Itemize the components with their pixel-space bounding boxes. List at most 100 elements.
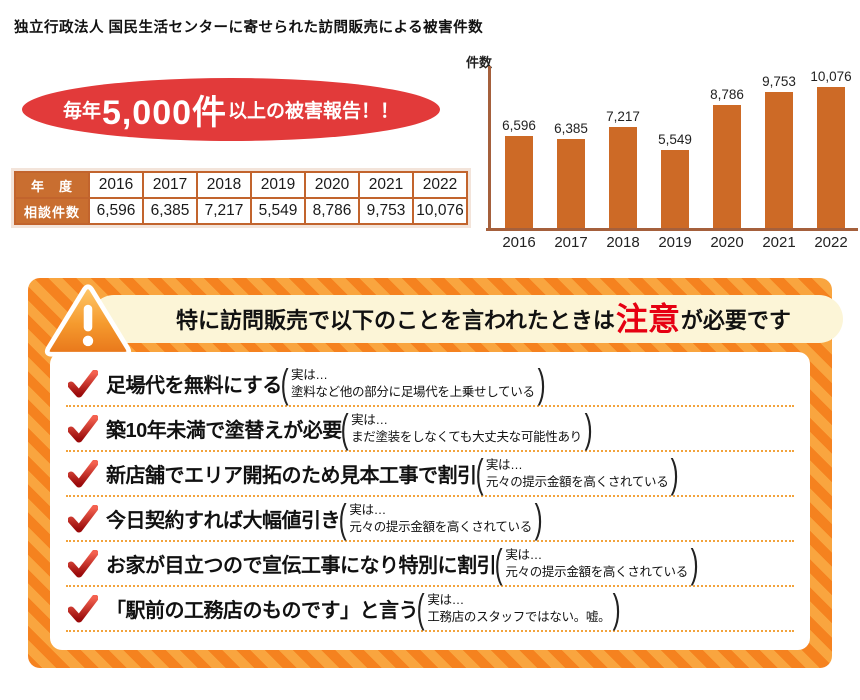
chart-x-labels: 2016 2017 2018 2019 2020 2021 2022 bbox=[494, 234, 856, 251]
year-cell: 2022 bbox=[412, 171, 468, 199]
bar-column: 8,786 bbox=[702, 87, 752, 228]
page-title: 独立行政法人 国民生活センターに寄せられた訪問販売による被害件数 bbox=[14, 20, 484, 36]
warning-heading-post: が必要です bbox=[680, 308, 791, 333]
count-cell: 6,596 bbox=[88, 197, 144, 225]
bar-value-label: 9,753 bbox=[762, 74, 796, 89]
close-paren: ) bbox=[584, 406, 593, 451]
chart-bars: 6,596 6,385 7,217 5,549 8,786 9,753 10,076 bbox=[494, 68, 856, 228]
bar bbox=[765, 92, 793, 228]
year-cell: 2018 bbox=[196, 171, 252, 199]
damage-report-badge: 毎年 5,000件 以上の被害報告！！ bbox=[22, 78, 440, 141]
warning-item-note-line1: 実は… bbox=[485, 458, 523, 473]
x-tick-label: 2019 bbox=[658, 234, 692, 251]
warning-item-note-line1: 実は… bbox=[505, 548, 542, 563]
warning-list-item: 足場代を無料にする ( 実は… 塗料など他の部分に足場代を上乗せしている ) bbox=[66, 362, 794, 407]
warning-heading-emphasis: 注意 bbox=[615, 301, 680, 337]
close-paren: ) bbox=[534, 496, 543, 541]
red-check-icon bbox=[68, 369, 98, 397]
table-year-row: 年 度 2016 2017 2018 2019 2020 2021 2022 bbox=[14, 171, 468, 199]
open-paren: ( bbox=[280, 361, 289, 406]
year-row-label: 年 度 bbox=[14, 171, 90, 199]
warning-heading-pre: 特に訪問販売で以下のことを言われたときは bbox=[176, 308, 615, 333]
bar-value-label: 6,596 bbox=[502, 118, 536, 133]
warning-list: 足場代を無料にする ( 実は… 塗料など他の部分に足場代を上乗せしている ) 築… bbox=[50, 352, 810, 650]
bar-column: 6,385 bbox=[546, 121, 596, 228]
open-paren: ( bbox=[416, 586, 425, 631]
year-cell: 2017 bbox=[142, 171, 198, 199]
red-check-icon bbox=[68, 459, 98, 487]
warning-item-title: 新店舗でエリア開拓のため見本工事で割引 bbox=[106, 465, 477, 487]
count-cell: 7,217 bbox=[196, 197, 252, 225]
warning-item-title: 今日契約すれば大幅値引き bbox=[106, 510, 341, 532]
chart-y-axis bbox=[488, 66, 491, 231]
bar bbox=[505, 136, 533, 228]
close-paren: ) bbox=[613, 586, 622, 631]
bar-column: 10,076 bbox=[806, 69, 856, 228]
warning-triangle-icon bbox=[44, 284, 132, 357]
year-cell: 2019 bbox=[250, 171, 306, 199]
warning-item-note-line1: 実は… bbox=[349, 503, 386, 518]
open-paren: ( bbox=[338, 496, 347, 541]
warning-item-notes: 実は… まだ塗装をしなくても大丈夫な可能性あり bbox=[351, 412, 582, 445]
warning-item-note-line1: 実は… bbox=[427, 593, 464, 608]
x-tick-label: 2018 bbox=[606, 234, 640, 251]
warning-item-note-line2: まだ塗装をしなくても大丈夫な可能性あり bbox=[351, 429, 582, 444]
warning-item-notes: 実は… 工務店のスタッフではない。嘘。 bbox=[427, 592, 610, 625]
table-count-row: 相談件数 6,596 6,385 7,217 5,549 8,786 9,753 10,07… bbox=[14, 197, 468, 225]
bar bbox=[557, 139, 585, 228]
badge-prefix: 毎年 bbox=[62, 101, 101, 122]
warning-item-note-line2: 塗料など他の部分に足場代を上乗せしている bbox=[291, 384, 535, 399]
close-paren: ) bbox=[537, 361, 546, 406]
warning-list-item: 新店舗でエリア開拓のため見本工事で割引 ( 実は… 元々の提示金額を高くされてい… bbox=[66, 452, 794, 497]
warning-item-note-line2: 元々の提示金額を高くされている bbox=[349, 519, 532, 534]
warning-heading-banner: 特に訪問販売で以下のことを言われたときは 注意 が必要です bbox=[90, 295, 843, 343]
warning-list-item: 築10年未満で塗替えが必要 ( 実は… まだ塗装をしなくても大丈夫な可能性あり … bbox=[66, 407, 794, 452]
count-cell: 6,385 bbox=[142, 197, 198, 225]
warning-item-title: 築10年未満で塗替えが必要 bbox=[106, 420, 342, 442]
warning-item-title: 「駅前の工務店のものです」と言う bbox=[106, 600, 419, 622]
red-check-icon bbox=[68, 594, 98, 622]
warning-item-notes: 実は… 元々の提示金額を高くされている bbox=[349, 502, 532, 535]
x-tick-label: 2022 bbox=[814, 234, 848, 251]
bar-value-label: 5,549 bbox=[658, 132, 692, 147]
bar bbox=[661, 150, 689, 228]
bar bbox=[817, 87, 845, 228]
warning-item-notes: 実は… 元々の提示金額を高くされている bbox=[505, 547, 688, 580]
badge-count: 5,000件 bbox=[101, 94, 228, 132]
open-paren: ( bbox=[494, 541, 503, 586]
chart-x-axis bbox=[486, 228, 858, 231]
x-tick-label: 2020 bbox=[710, 234, 744, 251]
warning-box: 特に訪問販売で以下のことを言われたときは 注意 が必要です bbox=[28, 278, 843, 668]
open-paren: ( bbox=[475, 451, 484, 496]
warning-list-item: 「駅前の工務店のものです」と言う ( 実は… 工務店のスタッフではない。嘘。 ) bbox=[66, 587, 794, 632]
count-cell: 10,076 bbox=[412, 197, 468, 225]
warning-item-notes: 実は… 元々の提示金額を高くされている bbox=[486, 457, 669, 490]
year-cell: 2020 bbox=[304, 171, 360, 199]
warning-item-note-line1: 実は… bbox=[351, 413, 388, 428]
warning-item-notes: 実は… 塗料など他の部分に足場代を上乗せしている bbox=[291, 367, 535, 400]
red-check-icon bbox=[68, 414, 98, 442]
x-tick-label: 2016 bbox=[502, 234, 536, 251]
bar-column: 7,217 bbox=[598, 109, 648, 228]
chart-y-axis-label: 件数 bbox=[466, 55, 493, 70]
warning-item-note-line2: 工務店のスタッフではない。嘘。 bbox=[427, 609, 611, 624]
complaints-table: 年 度 2016 2017 2018 2019 2020 2021 2022 相談件数 6,… bbox=[14, 171, 468, 225]
warning-item-note-line2: 元々の提示金額を高くされている bbox=[485, 474, 669, 489]
warning-item-note-line2: 元々の提示金額を高くされている bbox=[505, 564, 688, 579]
x-tick-label: 2017 bbox=[554, 234, 588, 251]
bar-value-label: 8,786 bbox=[710, 87, 744, 102]
year-cell: 2021 bbox=[358, 171, 414, 199]
count-cell: 5,549 bbox=[250, 197, 306, 225]
bar-value-label: 7,217 bbox=[606, 109, 640, 124]
red-check-icon bbox=[68, 504, 98, 532]
count-cell: 9,753 bbox=[358, 197, 414, 225]
bar-column: 5,549 bbox=[650, 132, 700, 228]
count-row-label: 相談件数 bbox=[14, 197, 90, 225]
year-cell: 2016 bbox=[88, 171, 144, 199]
bar-column: 6,596 bbox=[494, 118, 544, 228]
close-paren: ) bbox=[690, 541, 699, 586]
x-tick-label: 2021 bbox=[762, 234, 796, 251]
bar bbox=[713, 105, 741, 228]
close-paren: ) bbox=[671, 451, 680, 496]
bar bbox=[609, 127, 637, 228]
